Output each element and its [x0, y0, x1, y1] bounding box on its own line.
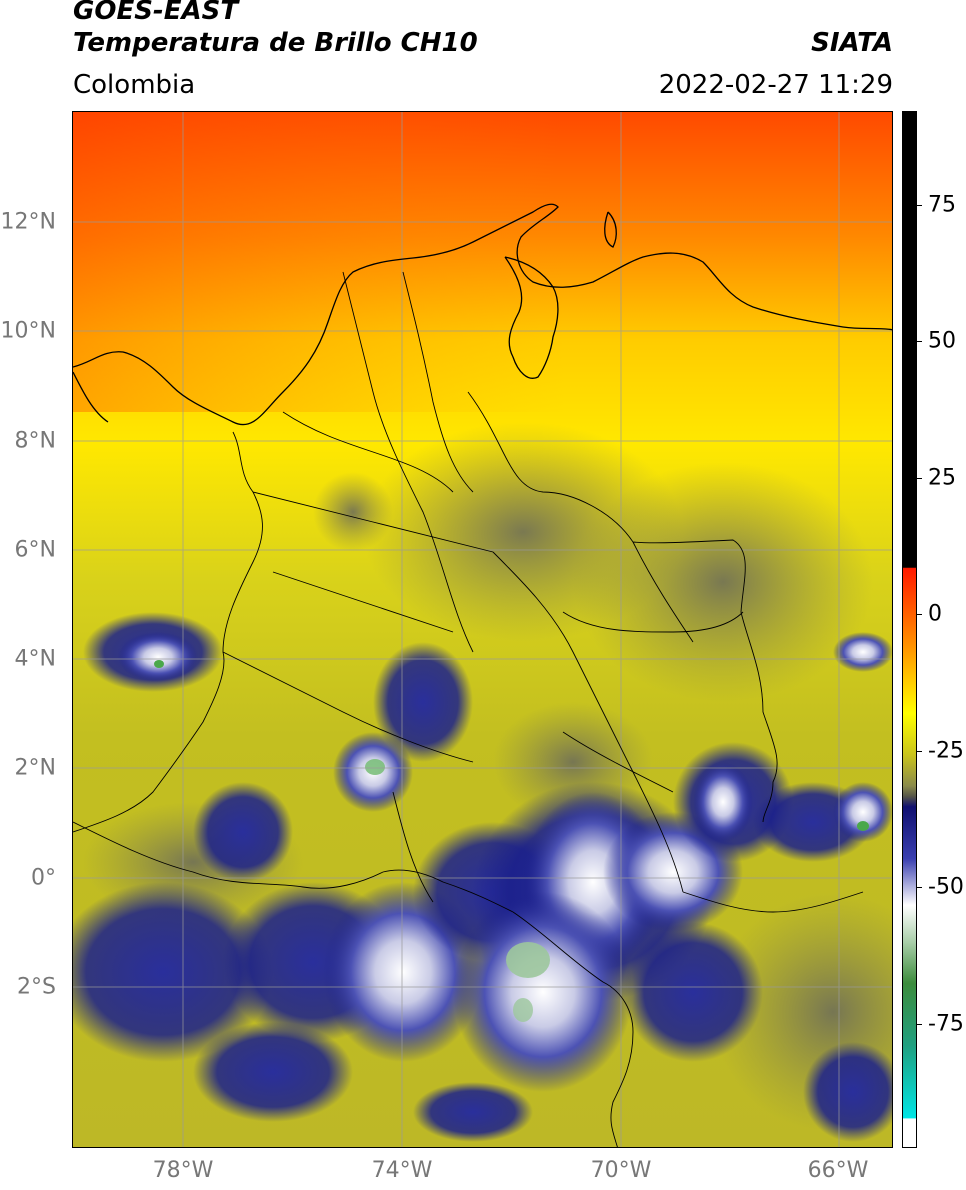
colorbar-label-0: 0 [928, 601, 942, 627]
colorbar-label-75: 75 [928, 192, 956, 218]
colorbar-tick [917, 614, 922, 615]
lat-label-12n: 12°N [0, 209, 56, 235]
cold-top-patches [154, 660, 869, 1022]
colorbar-tick [917, 1024, 922, 1025]
lat-label-8n: 8°N [14, 428, 56, 454]
datetime-label: 2022-02-27 11:29 [658, 70, 893, 100]
colorbar-tick [917, 478, 922, 479]
colorbar-tick [917, 887, 922, 888]
coastlines [73, 203, 892, 426]
colorbar-label-minus75: -75 [928, 1011, 964, 1037]
lat-label-0: 0° [31, 865, 56, 891]
colorbar-label-25: 25 [928, 465, 956, 491]
lon-label-74w: 74°W [371, 1158, 433, 1183]
lat-label-2n: 2°N [14, 755, 56, 781]
lon-label-66w: 66°W [807, 1158, 869, 1183]
political-borders [73, 271, 864, 1147]
graticule [73, 112, 892, 1147]
product-title: Temperatura de Brillo CH10 [73, 28, 478, 58]
colorbar-tick [917, 205, 922, 206]
colorbar-label-50: 50 [928, 328, 956, 354]
deep-convection-layer [73, 612, 892, 1142]
satellite-map[interactable] [72, 111, 893, 1148]
colorbar-label-minus25: -25 [928, 738, 964, 764]
warm-overlay [73, 112, 892, 412]
lat-label-10n: 10°N [0, 318, 56, 344]
colorbar-tick [917, 751, 922, 752]
lon-label-70w: 70°W [590, 1158, 652, 1183]
lat-label-4n: 4°N [14, 646, 56, 672]
lon-label-78w: 78°W [152, 1158, 214, 1183]
colorbar [902, 111, 917, 1148]
region-label: Colombia [73, 70, 196, 100]
lat-label-2s: 2°S [17, 974, 56, 1000]
colorbar-tick [917, 341, 922, 342]
satellite-title: GOES-EAST [73, 0, 239, 26]
lat-label-6n: 6°N [14, 537, 56, 563]
colorbar-label-minus50: -50 [928, 874, 964, 900]
source-label: SIATA [811, 28, 893, 58]
